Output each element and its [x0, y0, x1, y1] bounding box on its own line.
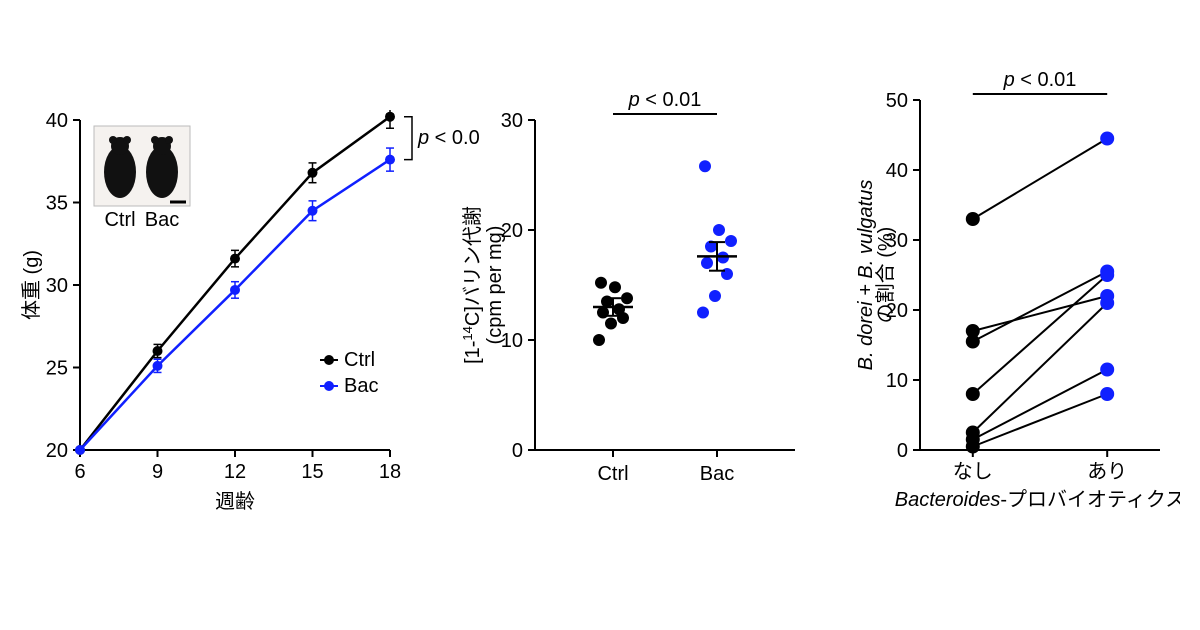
data-point [699, 160, 711, 172]
x-axis-label: Bacteroides-プロバイオティクス [895, 488, 1180, 511]
inset-mice-photo: Ctrl Bac [94, 126, 190, 231]
data-point [230, 285, 240, 295]
panel-bacteroides-proportion-paired: 01020304050なしありBacteroides-プロバイオティクスB. d… [850, 60, 1180, 530]
data-point-right [1100, 363, 1114, 377]
data-point [593, 334, 605, 346]
legend-label: Ctrl [344, 349, 375, 371]
data-point [613, 303, 625, 315]
y-tick-label: 35 [46, 193, 68, 215]
y-tick-label: 30 [46, 275, 68, 297]
y-axis-label-rest: の割合 (%) [874, 227, 897, 324]
data-point-left [966, 335, 980, 349]
x-category-label: Ctrl [597, 463, 628, 485]
data-point [697, 307, 709, 319]
data-point [725, 235, 737, 247]
data-point [595, 277, 607, 289]
p-value-label: p < 0.01 [628, 89, 702, 111]
x-axis-label: 週齢 [215, 490, 255, 513]
legend-label: Bac [344, 375, 378, 397]
y-axis-label-2: (cpm per mg) [484, 226, 506, 345]
x-category-label: なし [953, 461, 993, 483]
x-tick-label: 12 [224, 461, 246, 483]
data-point [153, 346, 163, 356]
y-axis-label-italic: B. dorei + B. vulgatus [855, 180, 877, 371]
data-point [701, 257, 713, 269]
y-tick-label: 0 [512, 440, 523, 462]
inset-label-bac: Bac [145, 209, 179, 231]
data-point-left [966, 212, 980, 226]
pair-connector [973, 275, 1107, 394]
x-category-label: Bac [700, 463, 734, 485]
y-tick-label: 25 [46, 358, 68, 380]
y-tick-label: 40 [46, 110, 68, 132]
y-tick-label: 30 [501, 110, 523, 132]
data-point-left [966, 440, 980, 454]
data-point [713, 224, 725, 236]
y-tick-label: 10 [886, 370, 908, 392]
data-point [308, 168, 318, 178]
pair-connector [973, 370, 1107, 440]
y-tick-label: 50 [886, 90, 908, 112]
x-tick-label: 15 [301, 461, 323, 483]
y-tick-label: 0 [897, 440, 908, 462]
data-point [230, 254, 240, 264]
x-category-label: あり [1087, 461, 1127, 483]
x-tick-label: 18 [379, 461, 401, 483]
data-point-left [966, 387, 980, 401]
data-point-right [1100, 296, 1114, 310]
y-axis-label: [1-14C]バリン代謝 [460, 206, 485, 364]
p-value-label: p < 0.01 [1003, 69, 1077, 91]
inset-label-ctrl: Ctrl [104, 209, 135, 231]
pair-connector [973, 303, 1107, 433]
pair-connector [973, 272, 1107, 342]
y-axis-label: 体重 (g) [20, 250, 43, 320]
data-point [385, 112, 395, 122]
x-tick-label: 6 [74, 461, 85, 483]
panel-valine-metabolism-scatter: 0102030CtrlBac[1-14C]バリン代謝(cpm per mg)p … [457, 80, 815, 510]
pair-connector [973, 139, 1107, 220]
data-point-right [1100, 132, 1114, 146]
data-point [308, 206, 318, 216]
pair-connector [973, 394, 1107, 447]
x-tick-label: 9 [152, 461, 163, 483]
data-point [709, 290, 721, 302]
data-point [609, 281, 621, 293]
data-point-right [1100, 387, 1114, 401]
panel-body-weight-line-chart: 202530354069121518週齢体重 (g)p < 0.001CtrlB… [20, 110, 480, 520]
legend: Ctrl Bac [320, 349, 378, 397]
data-point-right [1100, 268, 1114, 282]
data-point [153, 361, 163, 371]
data-point [75, 445, 85, 455]
data-point [605, 318, 617, 330]
data-point [621, 292, 633, 304]
pair-connector [973, 296, 1107, 331]
y-tick-label: 40 [886, 160, 908, 182]
y-tick-label: 20 [46, 440, 68, 462]
data-point [385, 155, 395, 165]
